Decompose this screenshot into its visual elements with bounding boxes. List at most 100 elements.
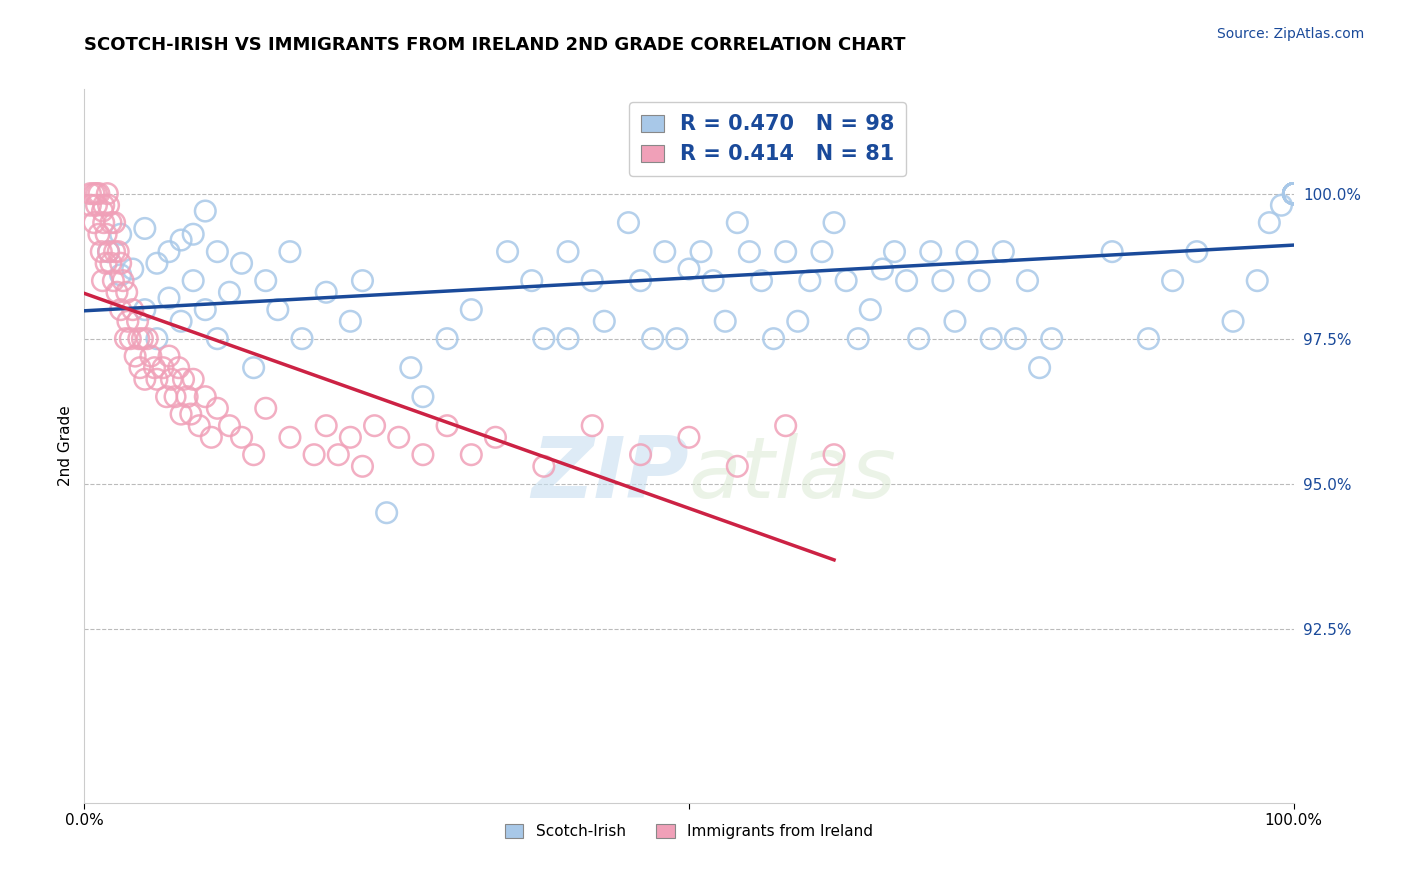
Point — [155, 390, 177, 404]
Point — [762, 332, 785, 346]
Point — [100, 216, 122, 230]
Point — [1282, 186, 1305, 201]
Text: ZIP: ZIP — [531, 433, 689, 516]
Point — [1282, 186, 1305, 201]
Point — [1282, 186, 1305, 201]
Y-axis label: 2nd Grade: 2nd Grade — [58, 406, 73, 486]
Point — [110, 268, 132, 282]
Point — [725, 459, 748, 474]
Point — [86, 186, 108, 201]
Point — [110, 256, 132, 270]
Point — [107, 244, 129, 259]
Point — [79, 186, 101, 201]
Point — [1185, 244, 1208, 259]
Point — [665, 332, 688, 346]
Point — [823, 448, 845, 462]
Point — [533, 332, 555, 346]
Point — [352, 459, 374, 474]
Point — [714, 314, 737, 328]
Point — [180, 407, 202, 421]
Point — [1161, 274, 1184, 288]
Point — [1028, 360, 1050, 375]
Point — [278, 430, 301, 444]
Point — [1137, 332, 1160, 346]
Point — [105, 285, 128, 300]
Point — [907, 332, 929, 346]
Point — [641, 332, 664, 346]
Point — [1282, 186, 1305, 201]
Point — [1282, 186, 1305, 201]
Text: Source: ZipAtlas.com: Source: ZipAtlas.com — [1216, 27, 1364, 41]
Point — [1282, 186, 1305, 201]
Point — [932, 274, 955, 288]
Point — [375, 506, 398, 520]
Point — [786, 314, 808, 328]
Point — [315, 285, 337, 300]
Point — [993, 244, 1015, 259]
Point — [117, 314, 139, 328]
Point — [1282, 186, 1305, 201]
Point — [484, 430, 506, 444]
Point — [231, 430, 253, 444]
Point — [181, 372, 204, 386]
Point — [94, 227, 117, 242]
Point — [352, 274, 374, 288]
Point — [170, 233, 193, 247]
Point — [207, 244, 229, 259]
Point — [110, 227, 132, 242]
Point — [678, 262, 700, 277]
Point — [399, 360, 422, 375]
Point — [87, 227, 110, 242]
Point — [181, 227, 204, 242]
Point — [157, 244, 180, 259]
Point — [131, 332, 153, 346]
Point — [146, 332, 169, 346]
Point — [86, 198, 108, 212]
Point — [751, 274, 773, 288]
Point — [412, 448, 434, 462]
Point — [173, 372, 195, 386]
Point — [1282, 186, 1305, 201]
Point — [157, 349, 180, 363]
Point — [90, 244, 112, 259]
Point — [97, 244, 120, 259]
Point — [115, 285, 138, 300]
Point — [581, 418, 603, 433]
Point — [188, 418, 211, 433]
Point — [302, 448, 325, 462]
Point — [811, 244, 834, 259]
Point — [799, 274, 821, 288]
Point — [859, 302, 882, 317]
Point — [980, 332, 1002, 346]
Point — [967, 274, 990, 288]
Point — [1282, 186, 1305, 201]
Point — [83, 216, 105, 230]
Point — [93, 198, 115, 212]
Point — [200, 430, 222, 444]
Point — [920, 244, 942, 259]
Point — [97, 244, 120, 259]
Point — [1282, 186, 1305, 201]
Point — [1258, 216, 1281, 230]
Point — [94, 256, 117, 270]
Point — [157, 291, 180, 305]
Point — [134, 372, 156, 386]
Point — [388, 430, 411, 444]
Point — [436, 332, 458, 346]
Point — [1282, 186, 1305, 201]
Point — [194, 204, 217, 219]
Point — [160, 372, 183, 386]
Point — [218, 285, 240, 300]
Point — [1101, 244, 1123, 259]
Point — [1222, 314, 1244, 328]
Point — [896, 274, 918, 288]
Point — [363, 418, 385, 433]
Point — [872, 262, 894, 277]
Point — [93, 216, 115, 230]
Point — [775, 244, 797, 259]
Point — [207, 332, 229, 346]
Point — [83, 186, 105, 201]
Point — [943, 314, 966, 328]
Point — [146, 372, 169, 386]
Point — [678, 430, 700, 444]
